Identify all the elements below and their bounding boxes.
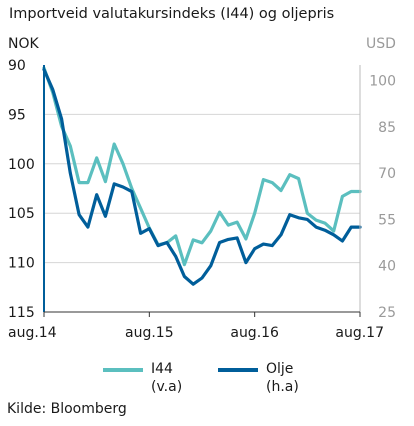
right-tick-label: 70 xyxy=(378,166,396,182)
right-tick-label: 40 xyxy=(378,259,396,275)
legend-i44-swatch xyxy=(103,368,143,372)
x-tick-label: aug.14 xyxy=(8,325,57,341)
left-tick-label: 95 xyxy=(8,107,26,123)
right-tick-label: 100 xyxy=(369,73,396,89)
legend-olje-sub: (h.a) xyxy=(266,379,299,395)
legend-olje-swatch xyxy=(218,368,258,372)
left-tick-label: 100 xyxy=(8,157,35,173)
left-tick-label: 90 xyxy=(8,58,26,74)
chart-title: Importveid valutakursindeks (I44) og olj… xyxy=(9,6,335,22)
series-line-i44 xyxy=(42,66,362,267)
right-tick-label: 85 xyxy=(378,120,396,136)
series-lines xyxy=(42,66,362,286)
legend-olje-label: Olje xyxy=(266,361,294,377)
x-tick-label: aug.17 xyxy=(335,325,384,341)
legend-i44-label: I44 xyxy=(151,361,173,377)
right-axis-unit: USD xyxy=(366,36,396,52)
left-axis-unit: NOK xyxy=(8,36,39,52)
left-tick-label: 115 xyxy=(8,305,35,321)
right-tick-label: 55 xyxy=(378,212,396,228)
left-tick-label: 105 xyxy=(8,206,35,222)
left-axis-ticks: 90 95 100 105 110 115 xyxy=(8,58,35,321)
right-axis-ticks: 100 85 70 55 40 25 xyxy=(369,73,396,321)
source-note: Kilde: Bloomberg xyxy=(7,401,127,417)
right-tick-label: 25 xyxy=(378,305,396,321)
x-tick-label: aug.15 xyxy=(125,325,174,341)
legend-i44-sub: (v.a) xyxy=(151,379,183,395)
x-tick-label: aug.16 xyxy=(230,325,279,341)
left-tick-label: 110 xyxy=(8,256,35,272)
series-line-olje xyxy=(42,67,362,286)
x-axis-ticks: aug.14 aug.15 aug.16 aug.17 xyxy=(8,312,384,341)
